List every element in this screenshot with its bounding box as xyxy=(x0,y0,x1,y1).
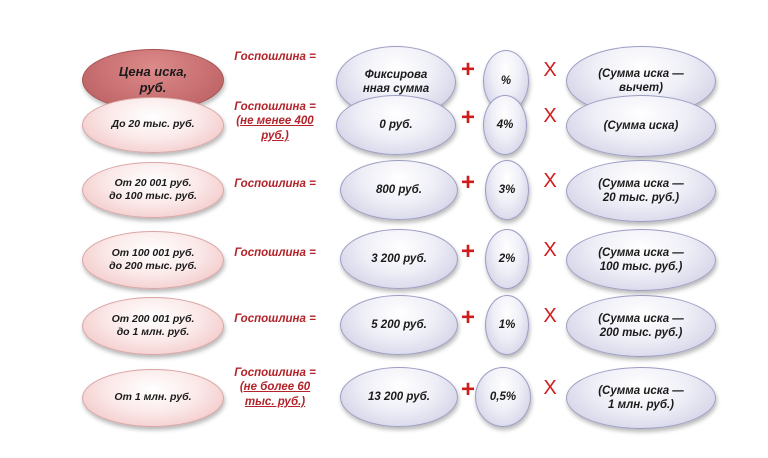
duty-limit-line: (не менее 400 xyxy=(236,115,314,128)
multiply-sign: X xyxy=(543,305,557,327)
base-formula-oval: (Сумма иска — 200 тыс. руб.) xyxy=(566,295,716,357)
multiply-sign: X xyxy=(543,59,557,81)
price-range-oval: От 100 001 руб. до 200 тыс. руб. xyxy=(82,231,224,289)
base-formula-oval-text: (Сумма иска — 1 млн. руб.) xyxy=(598,384,684,411)
duty-limit-line: тыс. руб.) xyxy=(244,395,306,408)
price-range-oval-text: До 20 тыс. руб. xyxy=(111,118,195,131)
price-range-oval: До 20 тыс. руб. xyxy=(82,97,224,153)
duty-label-line: Госпошлина = xyxy=(234,101,316,113)
fixed-sum-oval: 3 200 руб. xyxy=(340,229,458,289)
multiply-sign: X xyxy=(543,170,557,192)
plus-sign: + xyxy=(460,169,475,196)
base-formula-oval: (Сумма иска) xyxy=(566,95,716,157)
percent-header-oval-text: % xyxy=(500,74,512,87)
fixed-sum-oval: 5 200 руб. xyxy=(340,295,458,355)
percent-oval-text: 2% xyxy=(498,252,516,265)
fixed-sum-oval-text: 3 200 руб. xyxy=(371,252,427,265)
percent-oval: 1% xyxy=(485,295,529,355)
duty-label-line: Госпошлина = xyxy=(234,313,316,325)
fixed-sum-oval: 13 200 руб. xyxy=(340,367,458,427)
price-range-oval-text: От 100 001 руб. до 200 тыс. руб. xyxy=(109,246,197,272)
plus-sign: + xyxy=(460,238,475,265)
base-formula-oval: (Сумма иска — 100 тыс. руб.) xyxy=(566,229,716,291)
fixed-sum-oval-text: 800 руб. xyxy=(376,183,422,196)
percent-oval-text: 4% xyxy=(496,118,514,131)
price-range-oval-text: От 20 001 руб. до 100 тыс. руб. xyxy=(109,176,197,202)
price-range-oval: От 1 млн. руб. xyxy=(82,369,224,427)
duty-formula-label: Госпошлина = (не менее 400 руб.) xyxy=(228,100,322,143)
price-range-oval: От 200 001 руб. до 1 млн. руб. xyxy=(82,297,224,355)
plus-sign: + xyxy=(460,104,475,131)
duty-label-line: Госпошлина = xyxy=(234,51,316,63)
plus-sign: + xyxy=(460,376,475,403)
duty-limit-line: (не более 60 xyxy=(239,381,311,394)
duty-formula-label: Госпошлина = xyxy=(228,246,322,260)
duty-formula-label: Госпошлина = xyxy=(228,177,322,191)
fixed-sum-oval-text: 5 200 руб. xyxy=(371,318,427,331)
multiply-sign: X xyxy=(543,239,557,261)
duty-formula-label: Госпошлина = xyxy=(228,50,322,64)
price-range-oval-text: От 200 001 руб. до 1 млн. руб. xyxy=(111,312,195,338)
base-formula-oval-text: (Сумма иска — 20 тыс. руб.) xyxy=(598,177,684,204)
base-formula-oval: (Сумма иска — 20 тыс. руб.) xyxy=(566,160,716,222)
percent-oval: 0,5% xyxy=(475,367,531,427)
fixed-sum-oval-text: 13 200 руб. xyxy=(368,390,430,403)
fixed-sum-oval-text: 0 руб. xyxy=(379,118,413,131)
base-formula-oval: (Сумма иска — 1 млн. руб.) xyxy=(566,367,716,429)
fixed-sum-header-oval-text: Фиксирова нная сумма xyxy=(362,68,430,95)
base-header-oval-text: (Сумма иска — вычет) xyxy=(598,67,684,94)
base-formula-oval-text: (Сумма иска — 200 тыс. руб.) xyxy=(598,312,684,339)
fixed-sum-oval: 800 руб. xyxy=(340,160,458,220)
percent-oval: 4% xyxy=(483,95,527,155)
duty-label-line: Госпошлина = xyxy=(234,247,316,259)
price-range-oval: От 20 001 руб. до 100 тыс. руб. xyxy=(82,162,224,218)
price-range-oval-text: От 1 млн. руб. xyxy=(114,391,192,404)
percent-oval-text: 0,5% xyxy=(489,390,517,403)
percent-oval-text: 1% xyxy=(498,318,516,331)
multiply-sign: X xyxy=(543,105,557,127)
fixed-sum-oval: 0 руб. xyxy=(336,95,456,155)
plus-sign: + xyxy=(460,56,475,83)
base-formula-oval-text: (Сумма иска) xyxy=(603,119,679,132)
multiply-sign: X xyxy=(543,377,557,399)
plus-sign: + xyxy=(460,304,475,331)
duty-label-line: Госпошлина = xyxy=(234,178,316,190)
percent-oval: 3% xyxy=(485,160,529,220)
price-header-oval-text: Цена иска, руб. xyxy=(118,63,188,95)
base-formula-oval-text: (Сумма иска — 100 тыс. руб.) xyxy=(598,246,684,273)
duty-label-line: Госпошлина = xyxy=(234,367,316,379)
percent-oval-text: 3% xyxy=(498,183,516,196)
duty-formula-label: Госпошлина = (не более 60 тыс. руб.) xyxy=(228,366,322,409)
duty-formula-label: Госпошлина = xyxy=(228,312,322,326)
percent-oval: 2% xyxy=(485,229,529,289)
duty-limit-line: руб.) xyxy=(261,129,289,142)
